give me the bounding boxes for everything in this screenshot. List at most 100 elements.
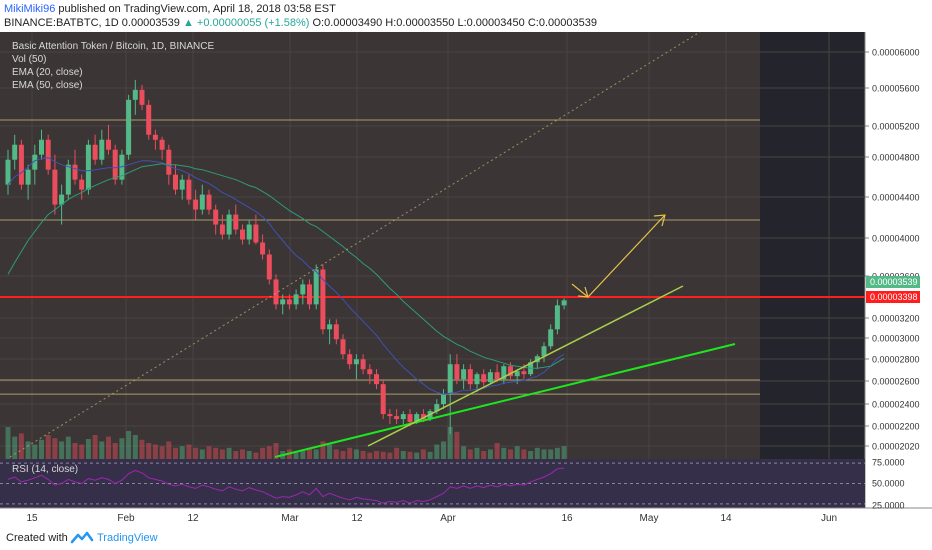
candlestick-chart[interactable]: 0.00006000 0.00005600 0.00005200 0.00004800… bbox=[0, 32, 932, 527]
candle-body bbox=[461, 369, 467, 380]
ema20-line bbox=[7, 157, 565, 395]
candle-body bbox=[508, 366, 513, 377]
candle-body bbox=[72, 164, 78, 180]
candle-body bbox=[374, 374, 379, 385]
volume-bar bbox=[340, 451, 346, 459]
volume-bar bbox=[307, 447, 312, 459]
legend-ema50[interactable]: EMA (50, close) bbox=[12, 80, 83, 91]
volume-bar bbox=[508, 449, 513, 459]
candle-body bbox=[481, 374, 487, 383]
candle-body bbox=[353, 359, 359, 365]
volume-bar bbox=[59, 441, 65, 459]
tradingview-logo-icon[interactable] bbox=[70, 531, 94, 545]
rsi-tick-label: 50.0000 bbox=[872, 479, 905, 489]
resistance-price-tag bbox=[866, 291, 920, 303]
volume-bar bbox=[434, 444, 440, 459]
candle-body bbox=[179, 179, 185, 190]
volume-bar bbox=[193, 447, 199, 459]
created-with-text: Created with bbox=[6, 532, 68, 544]
candle-body bbox=[199, 194, 205, 210]
candle-body bbox=[286, 299, 292, 305]
volume-bar bbox=[427, 451, 433, 459]
candle-body bbox=[313, 269, 319, 305]
x-tick-label: 14 bbox=[720, 513, 732, 524]
volume-bar bbox=[213, 447, 219, 459]
volume-bar bbox=[39, 439, 44, 459]
volume-bar bbox=[447, 427, 453, 459]
candle-body bbox=[206, 194, 212, 210]
high-value: H:0.00003550 bbox=[382, 17, 455, 29]
y-tick-label: 0.00002020 bbox=[872, 442, 920, 452]
volume-bar bbox=[45, 435, 51, 459]
y-tick-label: 0.00002200 bbox=[872, 422, 920, 432]
candle-body bbox=[367, 369, 373, 375]
candle-body bbox=[253, 224, 259, 243]
candle-body bbox=[52, 169, 58, 205]
candle-body bbox=[219, 224, 225, 235]
x-tick-label: May bbox=[640, 513, 659, 524]
candle-body bbox=[280, 299, 286, 305]
candle-body bbox=[561, 300, 567, 306]
legend-ema20[interactable]: EMA (20, close) bbox=[12, 67, 83, 78]
volume-bar bbox=[219, 449, 225, 459]
candle-body bbox=[112, 149, 118, 180]
volume-bar bbox=[541, 449, 547, 459]
candle-body bbox=[414, 414, 420, 423]
candle-body bbox=[92, 144, 98, 160]
x-tick-label: Feb bbox=[117, 513, 135, 524]
tradingview-brand[interactable]: TradingView bbox=[97, 532, 158, 544]
volume-bar bbox=[400, 451, 406, 459]
candle-body bbox=[59, 194, 65, 205]
candle-body bbox=[487, 372, 493, 383]
volume-bar bbox=[85, 439, 91, 459]
ema50-line bbox=[7, 163, 565, 369]
volume-bar bbox=[5, 427, 11, 459]
symbol-name: BINANCE:BATBTC, 1D bbox=[4, 17, 119, 29]
candle-body bbox=[12, 144, 18, 160]
candle-body bbox=[32, 154, 38, 170]
chart-background bbox=[0, 32, 865, 508]
candle-body bbox=[152, 134, 158, 140]
volume-bar bbox=[199, 449, 205, 459]
volume-bar bbox=[106, 436, 111, 459]
author-link[interactable]: MikiMiki96 bbox=[4, 3, 56, 15]
last-price-label: 0.00003539 bbox=[870, 277, 918, 287]
volume-bar bbox=[441, 441, 446, 459]
volume-bar bbox=[92, 435, 98, 459]
candle-body bbox=[340, 339, 346, 355]
y-tick-label: 0.00006000 bbox=[872, 48, 920, 58]
volume-bar bbox=[72, 443, 78, 459]
y-tick-label: 0.00002400 bbox=[872, 400, 920, 410]
candle-body bbox=[447, 364, 453, 395]
candle-body bbox=[387, 414, 393, 417]
last-price-tag bbox=[866, 276, 920, 288]
candle-body bbox=[166, 149, 172, 175]
candle-body bbox=[420, 414, 426, 420]
candle-body bbox=[400, 414, 406, 420]
candle-body bbox=[186, 179, 192, 200]
candle-body bbox=[293, 294, 299, 305]
open-value: O:0.00003490 bbox=[309, 17, 383, 29]
y-tick-label: 0.00004400 bbox=[872, 193, 920, 203]
x-tick-label: Apr bbox=[440, 513, 456, 524]
candle-body bbox=[394, 416, 400, 420]
price-axis bbox=[865, 32, 932, 508]
price-tags: 0.00003539 0.00003398 bbox=[866, 276, 920, 303]
volume-bar bbox=[414, 452, 420, 459]
candle-body bbox=[441, 394, 446, 405]
volume-bar bbox=[521, 449, 527, 459]
candle-body bbox=[407, 414, 413, 423]
volume-bar bbox=[548, 449, 554, 459]
x-tick-label: Mar bbox=[281, 513, 299, 524]
legend-vol[interactable]: Vol (50) bbox=[12, 54, 47, 65]
volume-bar bbox=[407, 451, 413, 459]
legend-rsi[interactable]: RSI (14, close) bbox=[12, 464, 79, 475]
candle-body bbox=[320, 269, 326, 330]
candle-body bbox=[213, 209, 219, 225]
candle-body bbox=[18, 144, 24, 185]
footer: Created with TradingView bbox=[0, 527, 932, 550]
close-value: C:0.00003539 bbox=[524, 17, 597, 29]
x-tick-label: 12 bbox=[187, 513, 199, 524]
volume-bar bbox=[380, 451, 386, 459]
volume-bar bbox=[528, 451, 534, 459]
